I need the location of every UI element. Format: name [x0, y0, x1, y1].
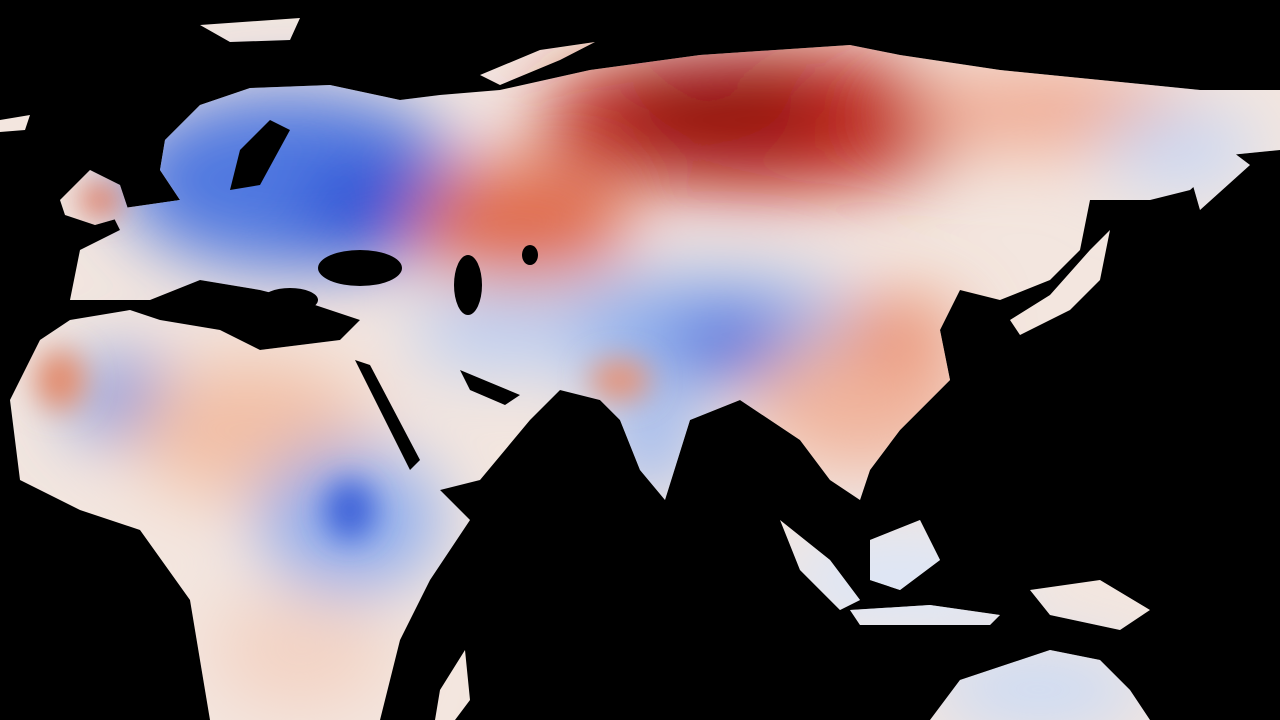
inland-seas	[230, 120, 538, 470]
anomaly-field	[70, 50, 1260, 720]
anomaly-detail	[35, 185, 650, 540]
